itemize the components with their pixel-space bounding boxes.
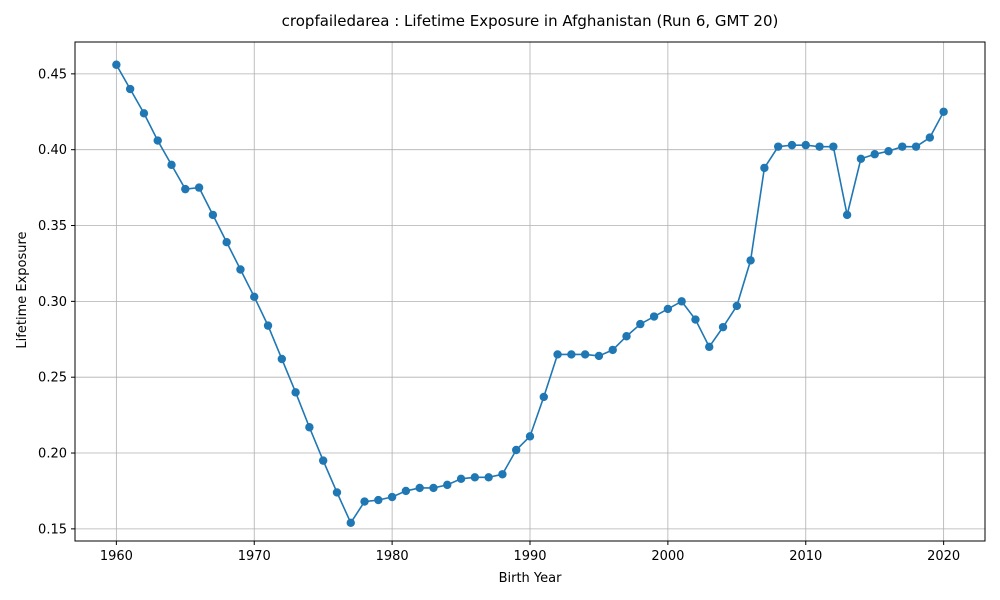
data-point: [718, 322, 728, 332]
data-point: [787, 140, 797, 150]
data-point: [939, 107, 948, 116]
series-layer: [112, 60, 948, 527]
y-axis-ticks: 0.15 0.20 0.25 0.30 0.35 0.40 0.45: [38, 67, 75, 537]
data-point: [663, 304, 673, 314]
y-tick-label: 0.30: [38, 295, 67, 310]
x-tick-label: 2020: [927, 549, 960, 564]
y-tick-label: 0.20: [38, 447, 67, 462]
y-tick-label: 0.15: [38, 522, 67, 537]
y-tick-label: 0.45: [38, 67, 67, 82]
data-point: [856, 154, 866, 163]
data-point: [636, 319, 645, 329]
data-point: [539, 392, 548, 402]
data-point: [608, 345, 617, 355]
data-point: [773, 142, 783, 151]
chart-title: cropfailedarea : Lifetime Exposure in Af…: [282, 12, 779, 30]
data-point: [194, 183, 204, 192]
data-point: [139, 109, 149, 118]
data-point: [760, 163, 769, 173]
data-point: [291, 388, 300, 397]
y-tick-label: 0.35: [38, 219, 67, 234]
data-point: [580, 350, 590, 359]
x-tick-label: 2010: [789, 549, 822, 564]
data-point: [898, 142, 907, 151]
data-point: [181, 184, 190, 194]
data-point: [318, 456, 328, 465]
y-tick-label: 0.40: [38, 143, 67, 158]
data-point: [801, 140, 810, 150]
data-point: [387, 492, 397, 502]
data-point: [263, 321, 273, 330]
grid-lines: [75, 42, 985, 541]
data-point: [732, 301, 742, 311]
data-point: [305, 423, 314, 432]
data-point: [125, 84, 135, 94]
data-point: [167, 160, 176, 170]
data-point: [208, 210, 218, 220]
x-tick-label: 2000: [651, 549, 684, 564]
data-point: [222, 238, 231, 247]
data-point: [374, 495, 383, 505]
data-point: [649, 312, 659, 321]
data-point: [911, 142, 921, 151]
data-point: [525, 432, 535, 441]
y-tick-label: 0.25: [38, 371, 67, 386]
data-point: [429, 483, 438, 493]
data-point: [842, 210, 852, 220]
data-point: [705, 342, 714, 352]
x-axis-ticks: 1960 1970 1980 1990 2000 2010 2020: [100, 541, 960, 564]
data-point: [677, 297, 686, 306]
data-point: [456, 474, 466, 484]
data-point: [443, 480, 452, 490]
data-point: [401, 486, 411, 496]
data-point: [553, 350, 562, 359]
data-point: [346, 518, 355, 527]
x-tick-label: 1990: [513, 549, 546, 564]
data-point: [884, 147, 893, 156]
x-axis-label: Birth Year: [499, 571, 563, 586]
data-point: [829, 142, 838, 151]
data-point: [622, 332, 631, 341]
data-point: [498, 470, 507, 479]
data-point: [277, 354, 287, 364]
data-point: [470, 473, 480, 482]
data-point: [870, 150, 879, 159]
x-tick-label: 1960: [100, 549, 133, 564]
data-point: [236, 265, 245, 274]
data-point: [360, 497, 369, 506]
data-point: [250, 292, 259, 302]
data-point: [567, 350, 576, 359]
data-point: [594, 351, 604, 361]
data-point: [332, 488, 342, 497]
data-point: [512, 445, 521, 455]
data-point: [112, 60, 121, 69]
x-tick-label: 1980: [376, 549, 409, 564]
data-point: [153, 136, 162, 145]
y-axis-label: Lifetime Exposure: [15, 231, 30, 348]
x-tick-label: 1970: [238, 549, 271, 564]
data-point: [415, 483, 424, 493]
data-point: [484, 473, 493, 482]
data-point: [691, 315, 700, 324]
data-point: [925, 133, 935, 142]
data-point: [815, 142, 824, 151]
data-point: [746, 256, 755, 265]
